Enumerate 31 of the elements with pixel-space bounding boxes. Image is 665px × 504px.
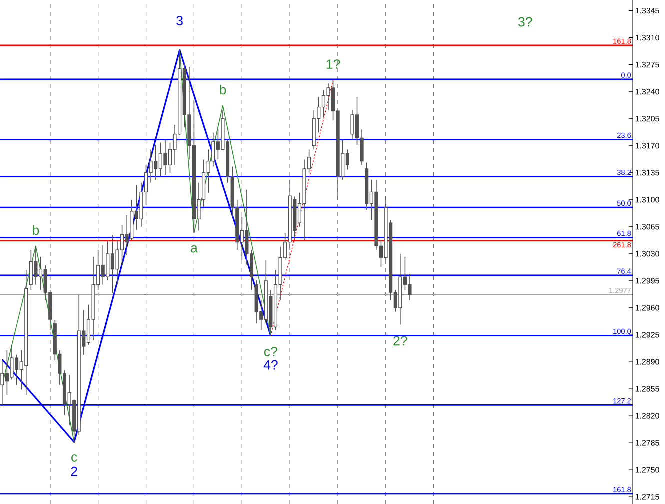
y-tick-label: 1.2785 (636, 440, 660, 446)
line-series (179, 50, 272, 336)
y-tick-label: 1.2995 (636, 278, 660, 284)
y-tick-label: 1.3170 (636, 143, 660, 149)
y-tick-label: 1.2715 (636, 494, 660, 500)
y-tick-label: 1.2855 (636, 386, 660, 392)
y-tick-label: 1.3135 (636, 170, 660, 176)
y-tick-label: 1.2750 (636, 467, 660, 473)
annotation: b (220, 84, 226, 95)
y-tick-label: 1.2820 (636, 413, 660, 419)
y-tick-label: 1.3345 (636, 8, 660, 14)
y-tick-label: 1.3030 (636, 251, 660, 257)
y-tick-label: 1.2960 (636, 305, 660, 311)
y-tick-label: 1.3100 (636, 197, 660, 203)
annotation: 4? (264, 360, 278, 370)
annotation: 1? (326, 60, 340, 69)
annotation: b (33, 225, 40, 236)
annotation: c? (264, 347, 278, 356)
y-tick-label: 1.2925 (636, 332, 660, 338)
annotation: c (72, 454, 78, 462)
y-tick-label: 1.2890 (636, 359, 660, 365)
y-tick-label: 1.3310 (636, 34, 660, 41)
y-tick-label: 1.3275 (636, 62, 660, 68)
y-tick-label: 1.3240 (636, 89, 660, 95)
annotation: 2? (394, 336, 408, 346)
y-tick-label: 1.3205 (636, 116, 660, 122)
annotation: 3 (176, 16, 183, 26)
y-tick-label: 1.3065 (636, 224, 660, 230)
annotation: 2 (71, 466, 78, 476)
annotation: a (191, 245, 198, 253)
annotation: 3? (518, 17, 532, 27)
